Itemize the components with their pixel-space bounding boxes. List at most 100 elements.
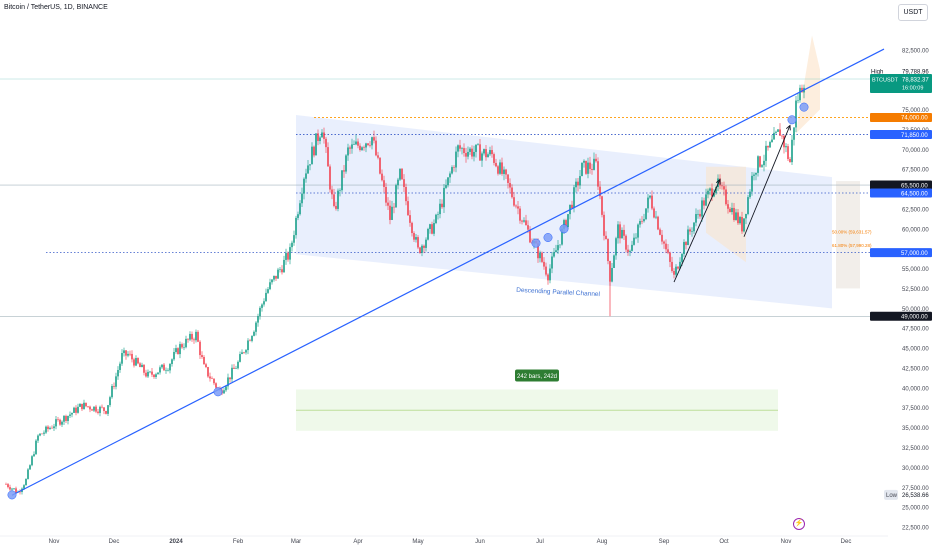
candle bbox=[571, 200, 573, 210]
candle-body bbox=[549, 268, 551, 281]
candle-body bbox=[573, 187, 575, 209]
current-price-value: 78,832.37 bbox=[902, 78, 929, 84]
trendline-touch-point bbox=[213, 387, 223, 397]
candle-body bbox=[503, 169, 505, 174]
candle-body bbox=[465, 153, 467, 157]
candle-body bbox=[273, 275, 275, 280]
candle-body bbox=[457, 145, 459, 152]
candle-body bbox=[363, 147, 365, 148]
candle-body bbox=[745, 213, 747, 219]
candle bbox=[637, 223, 639, 243]
candle bbox=[357, 138, 359, 149]
level-tag-label: 65,500.00 bbox=[901, 183, 928, 189]
candle-body bbox=[639, 221, 641, 225]
candle bbox=[579, 170, 581, 189]
candle-body bbox=[107, 405, 109, 414]
candle-body bbox=[477, 144, 479, 145]
candle-body bbox=[177, 348, 179, 355]
candle-body bbox=[777, 129, 779, 132]
candle bbox=[261, 303, 263, 312]
candle bbox=[769, 140, 771, 148]
candle bbox=[727, 200, 729, 214]
candle-body bbox=[395, 185, 397, 208]
candle bbox=[795, 95, 797, 133]
candle bbox=[13, 488, 15, 490]
candle-body bbox=[527, 225, 529, 230]
candle-body bbox=[283, 259, 285, 273]
candle-body bbox=[397, 179, 399, 186]
candle bbox=[307, 159, 309, 175]
candle-body bbox=[233, 367, 235, 369]
candle-body bbox=[705, 194, 707, 206]
candle-body bbox=[597, 161, 599, 187]
candle bbox=[233, 364, 235, 369]
candle bbox=[31, 455, 33, 467]
candle bbox=[587, 157, 589, 179]
candle bbox=[345, 154, 347, 174]
candle bbox=[477, 143, 479, 146]
currency-selector[interactable]: USDT bbox=[898, 4, 928, 21]
candle bbox=[175, 344, 177, 354]
candle bbox=[371, 136, 373, 150]
candle bbox=[395, 183, 397, 208]
candle bbox=[617, 221, 619, 244]
candle-body bbox=[449, 173, 451, 178]
candle bbox=[555, 244, 557, 253]
candle-body bbox=[251, 335, 253, 341]
candle-body bbox=[475, 144, 477, 152]
candle-body bbox=[731, 207, 733, 213]
price-tick-label: 70,000.00 bbox=[902, 148, 929, 154]
candle-body bbox=[345, 155, 347, 172]
candle-body bbox=[767, 145, 769, 148]
candle-body bbox=[431, 224, 433, 234]
candle bbox=[633, 233, 635, 246]
candle bbox=[781, 134, 783, 140]
trendline-touch-point bbox=[531, 238, 541, 248]
candle-body bbox=[193, 339, 195, 341]
candle bbox=[459, 139, 461, 152]
candle-body bbox=[155, 374, 157, 377]
candle-body bbox=[371, 137, 373, 146]
candle bbox=[591, 163, 593, 175]
candle-body bbox=[295, 217, 297, 236]
candle-body bbox=[57, 419, 59, 420]
candle-body bbox=[511, 187, 513, 198]
candle bbox=[593, 152, 595, 171]
candle-body bbox=[279, 269, 281, 270]
candle bbox=[271, 279, 273, 285]
candle-body bbox=[307, 165, 309, 174]
price-tick-label: 35,000.00 bbox=[902, 426, 929, 432]
candle-body bbox=[505, 169, 507, 175]
candle-body bbox=[659, 229, 661, 235]
candle-body bbox=[701, 200, 703, 217]
candle bbox=[689, 227, 691, 235]
candle bbox=[411, 221, 413, 237]
time-tick-label: Sep bbox=[659, 539, 670, 545]
candle-body bbox=[5, 484, 7, 485]
candle-body bbox=[235, 368, 237, 369]
candle bbox=[329, 164, 331, 193]
candle bbox=[437, 211, 439, 220]
candle bbox=[479, 138, 481, 161]
candle-body bbox=[603, 214, 605, 236]
candle-body bbox=[237, 361, 239, 369]
candle-body bbox=[551, 256, 553, 269]
candle bbox=[601, 195, 603, 218]
candle-body bbox=[323, 132, 325, 139]
candle-body bbox=[9, 487, 11, 490]
candle-body bbox=[715, 187, 717, 194]
candle-body bbox=[289, 247, 291, 260]
candle bbox=[765, 140, 767, 167]
candle-body bbox=[555, 250, 557, 253]
candle-body bbox=[665, 243, 667, 250]
candle bbox=[187, 338, 189, 343]
candle-body bbox=[667, 249, 669, 253]
candle bbox=[101, 404, 103, 409]
candle bbox=[227, 373, 229, 390]
candle-body bbox=[387, 202, 389, 206]
candle-body bbox=[451, 167, 453, 174]
candle bbox=[297, 211, 299, 221]
candle-body bbox=[69, 414, 71, 416]
level-tag bbox=[870, 248, 932, 258]
